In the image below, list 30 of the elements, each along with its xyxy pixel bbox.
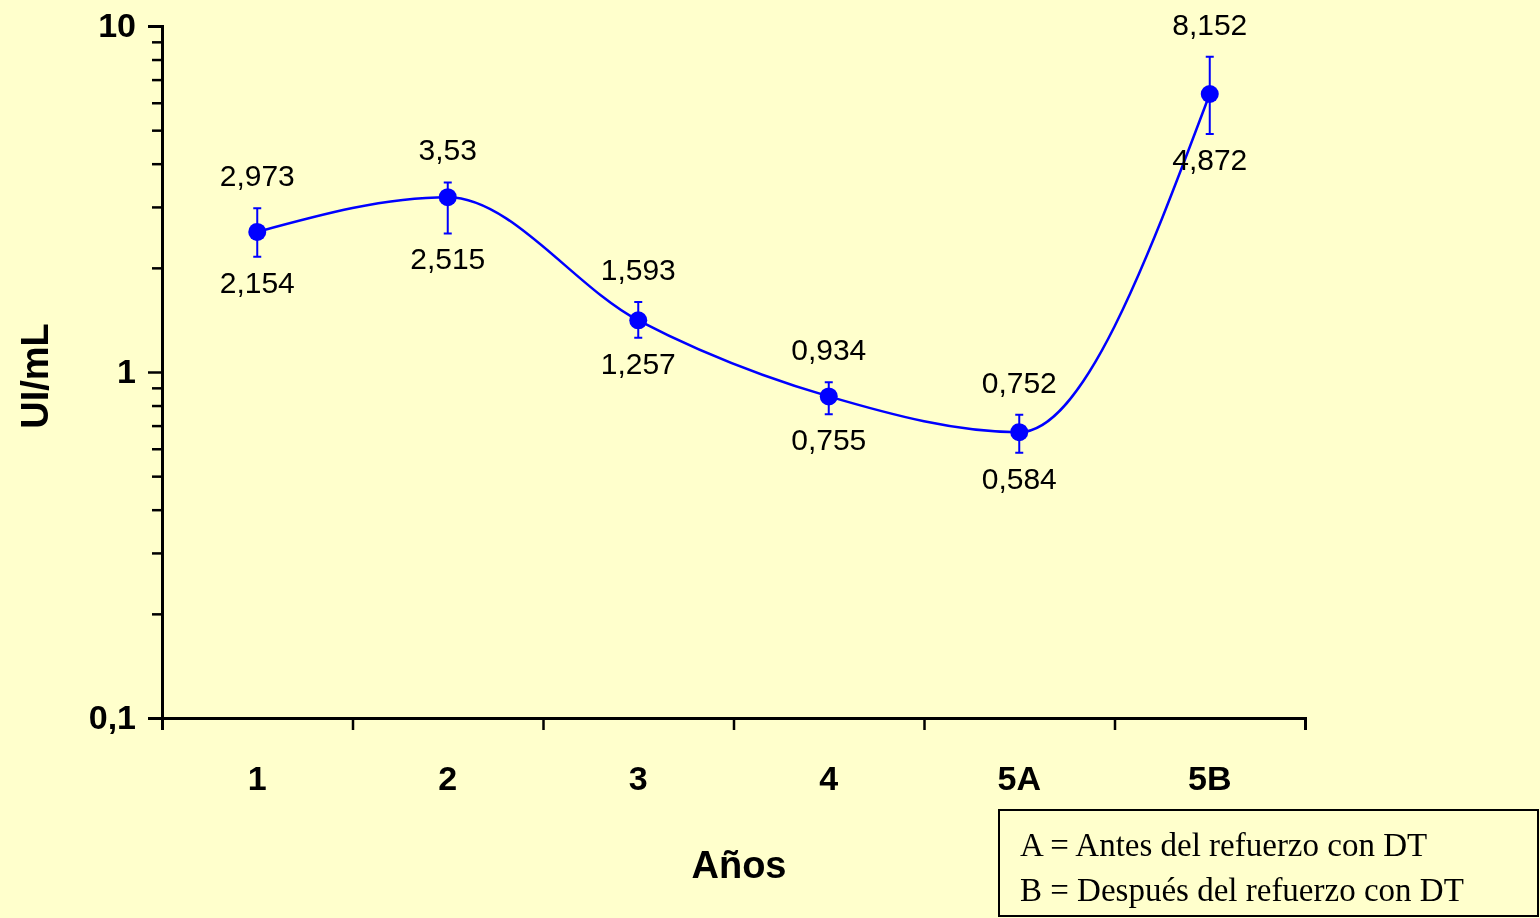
x-tick-label: 5A (997, 759, 1041, 798)
annotation: 0,934 (791, 333, 867, 367)
x-tick-label: 4 (819, 759, 839, 798)
point (438, 188, 457, 207)
point (1010, 423, 1029, 442)
annotation: 2,154 (219, 265, 295, 299)
x-axis-title: Años (691, 844, 787, 886)
y-axis-title: UI/mL (14, 323, 56, 429)
point (819, 387, 838, 406)
text: A = Antes del refuerzo con DT (1020, 827, 1428, 863)
y-tick-label: 0,1 (88, 698, 136, 737)
annotation: 1,257 (600, 346, 676, 380)
annotation: 2,973 (219, 159, 295, 193)
annotation: 8,152 (1172, 7, 1248, 41)
point (1200, 85, 1219, 103)
x-tick-label: 5B (1188, 759, 1232, 798)
annotation: 1,593 (600, 253, 676, 287)
y-tick-label: 1 (117, 352, 136, 391)
annotation: 2,515 (410, 242, 486, 276)
point (248, 222, 267, 241)
point (629, 311, 648, 330)
annotation: 0,584 (981, 461, 1057, 495)
x-tick-label: 1 (247, 759, 267, 798)
text: B = Después del refuerzo con DT (1020, 872, 1464, 908)
annotation: 0,752 (981, 365, 1057, 399)
annotation: 0,755 (791, 423, 867, 457)
y-tick-label: 10 (98, 6, 136, 45)
annotation: 3,53 (418, 133, 477, 167)
x-tick-label: 3 (628, 759, 648, 798)
x-tick-label: 2 (438, 759, 458, 798)
